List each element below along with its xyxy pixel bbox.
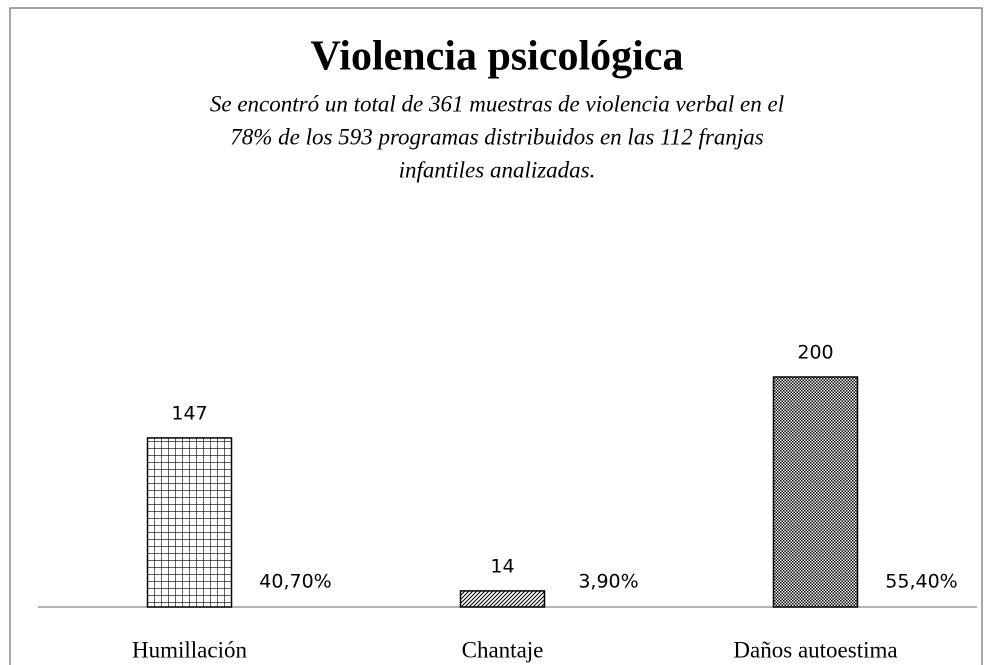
value-label: 200 bbox=[797, 342, 833, 364]
share-label: 3,90% bbox=[578, 571, 638, 593]
subtitle: 78% de los 593 programas distribuidos en… bbox=[230, 124, 764, 149]
share-label: 40,70% bbox=[259, 571, 331, 593]
share-label: 55,40% bbox=[885, 571, 957, 593]
value-label: 14 bbox=[490, 555, 514, 577]
x-tick-label: Chantaje bbox=[462, 637, 544, 662]
bar bbox=[772, 376, 859, 608]
x-tick-label: Humillación bbox=[132, 637, 247, 662]
subtitle: infantiles analizadas. bbox=[399, 157, 596, 182]
bar bbox=[146, 437, 233, 608]
x-tick-label: Daños autoestima bbox=[733, 637, 897, 662]
value-label: 147 bbox=[171, 402, 207, 424]
bar bbox=[459, 590, 546, 608]
subtitle: Se encontró un total de 361 muestras de … bbox=[210, 91, 784, 116]
chart-title: Violencia psicológica bbox=[311, 34, 684, 80]
